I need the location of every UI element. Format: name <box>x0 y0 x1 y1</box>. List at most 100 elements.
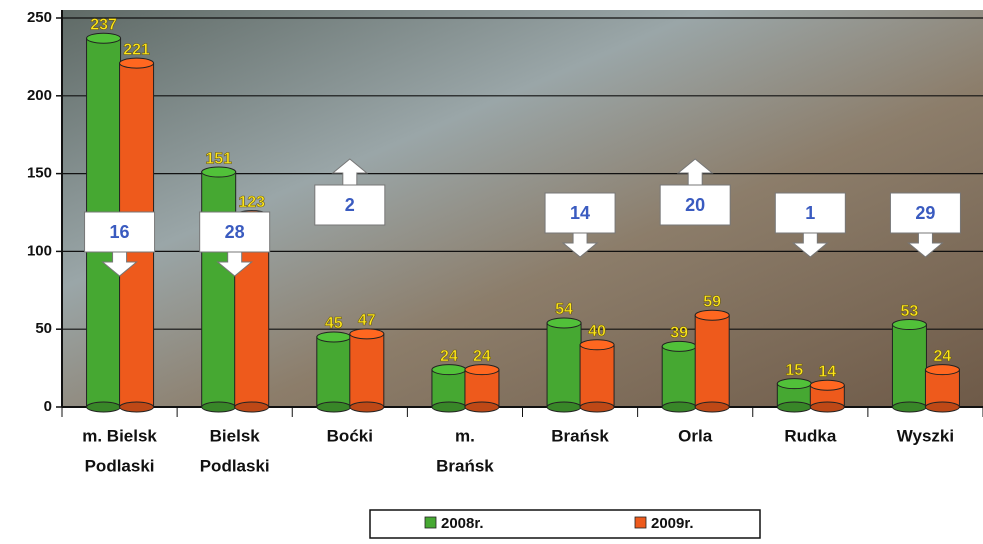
change-label: 14 <box>570 203 590 223</box>
bar-top <box>547 318 581 328</box>
x-tick-label: Bielsk <box>210 426 261 445</box>
bar-top <box>202 167 236 177</box>
bar-top <box>777 379 811 389</box>
bar-top <box>87 33 121 43</box>
bar-top <box>432 365 466 375</box>
bar-bottom <box>202 402 236 412</box>
bar-top <box>465 365 499 375</box>
bar-top <box>662 341 696 351</box>
bar-top <box>120 58 154 68</box>
bar-bottom <box>892 402 926 412</box>
x-tick-label: m. <box>455 426 475 445</box>
value-label: 24 <box>934 348 952 365</box>
legend-label: 2009r. <box>651 515 694 532</box>
bar-top <box>810 380 844 390</box>
legend-label: 2008r. <box>441 515 484 532</box>
bar <box>662 341 696 412</box>
bar-bottom <box>547 402 581 412</box>
bar <box>465 365 499 412</box>
bar-top <box>350 329 384 339</box>
y-tick-label: 250 <box>27 9 52 26</box>
bar-body <box>695 315 729 407</box>
x-tick-label: m. Bielsk <box>82 426 157 445</box>
bar-body <box>432 370 466 407</box>
bar-bottom <box>925 402 959 412</box>
value-label: 47 <box>358 312 376 329</box>
bar <box>777 379 811 412</box>
bar-bottom <box>695 402 729 412</box>
bar <box>695 310 729 412</box>
bar <box>317 332 351 412</box>
bar-body <box>350 334 384 407</box>
bar <box>892 320 926 412</box>
bar-bottom <box>317 402 351 412</box>
y-tick-label: 150 <box>27 165 52 182</box>
x-tick-label: Brańsk <box>551 426 609 445</box>
bar-bottom <box>580 402 614 412</box>
bar-bottom <box>235 402 269 412</box>
value-label: 14 <box>818 363 836 380</box>
value-label: 24 <box>440 348 458 365</box>
value-label: 54 <box>555 301 573 318</box>
y-tick-label: 100 <box>27 242 52 259</box>
bar <box>580 340 614 412</box>
bar-bottom <box>432 402 466 412</box>
bar-top <box>695 310 729 320</box>
bar <box>350 329 384 412</box>
x-tick-label: Boćki <box>327 426 373 445</box>
value-label: 15 <box>785 362 803 379</box>
bar-body <box>317 337 351 407</box>
bar-top <box>892 320 926 330</box>
bar-top <box>317 332 351 342</box>
value-label: 59 <box>703 293 721 310</box>
bar <box>202 167 236 412</box>
x-tick-label: Brańsk <box>436 456 494 475</box>
x-tick-label: Podlaski <box>85 456 155 475</box>
bar <box>925 365 959 412</box>
bar-top <box>580 340 614 350</box>
change-label: 28 <box>225 222 245 242</box>
bar-bottom <box>810 402 844 412</box>
x-tick-label: Orla <box>678 426 713 445</box>
x-tick-label: Rudka <box>784 426 837 445</box>
change-label: 16 <box>110 222 130 242</box>
bar-bottom <box>465 402 499 412</box>
change-label: 29 <box>915 203 935 223</box>
y-tick-label: 200 <box>27 87 52 104</box>
bar-body <box>202 172 236 407</box>
bar <box>432 365 466 412</box>
bar-bottom <box>777 402 811 412</box>
bar-body <box>662 346 696 407</box>
bar <box>547 318 581 412</box>
x-tick-label: Podlaski <box>200 456 270 475</box>
bar-body <box>925 370 959 407</box>
value-label: 151 <box>205 150 232 167</box>
value-label: 24 <box>473 348 491 365</box>
bar-bottom <box>662 402 696 412</box>
bar-body <box>892 325 926 407</box>
legend-swatch <box>425 517 436 528</box>
x-tick-label: Wyszki <box>897 426 954 445</box>
y-tick-label: 50 <box>35 320 52 337</box>
bar-top <box>925 365 959 375</box>
bar-body <box>580 345 614 407</box>
change-label: 2 <box>345 195 355 215</box>
value-label: 237 <box>90 16 117 33</box>
bar-body <box>465 370 499 407</box>
change-label: 20 <box>685 195 705 215</box>
change-label: 1 <box>805 203 815 223</box>
value-label: 221 <box>123 41 150 58</box>
bar <box>810 380 844 412</box>
value-label: 39 <box>670 325 688 342</box>
bar-bottom <box>120 402 154 412</box>
value-label: 123 <box>238 194 265 211</box>
value-label: 45 <box>325 315 343 332</box>
bar-body <box>547 323 581 407</box>
value-label: 40 <box>588 323 606 340</box>
chart: 0 50 100 150 200 250 m. Bielsk Podlaski 237 221 16… <box>0 0 983 539</box>
bar-bottom <box>87 402 121 412</box>
value-label: 53 <box>901 303 919 320</box>
legend-swatch <box>635 517 646 528</box>
bar-bottom <box>350 402 384 412</box>
y-tick-label: 0 <box>44 398 52 415</box>
